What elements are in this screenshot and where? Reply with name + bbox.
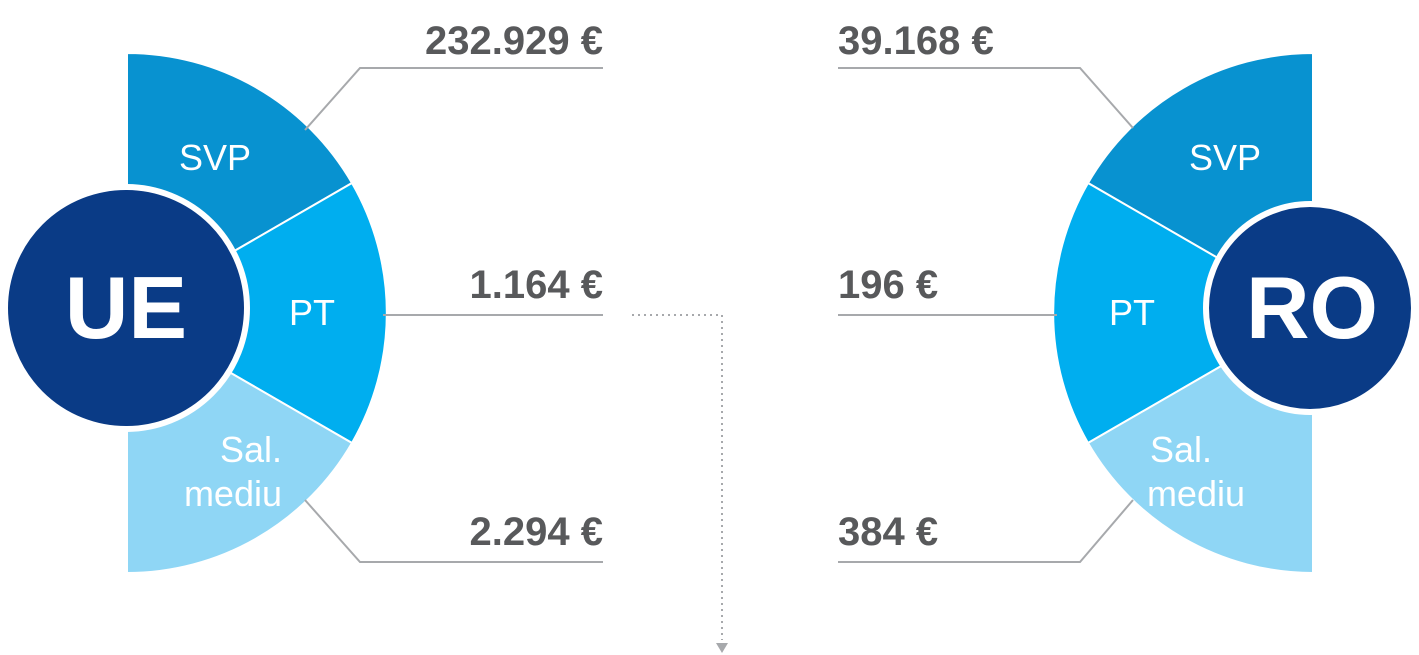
leader-line bbox=[838, 499, 1134, 563]
pt-label: PT bbox=[1109, 292, 1155, 333]
ro-label: RO bbox=[1246, 258, 1378, 357]
pt-wedge bbox=[125, 181, 388, 445]
ue-label: UE bbox=[65, 258, 187, 357]
value: 1.164 € bbox=[470, 263, 603, 307]
salary-label: mediu bbox=[1147, 473, 1245, 514]
salary-label: Sal. bbox=[220, 429, 282, 470]
salary-label: mediu bbox=[184, 473, 282, 514]
value: 196 € bbox=[838, 263, 938, 307]
value: 232.929 € bbox=[425, 19, 603, 63]
ue-circle bbox=[2, 184, 250, 432]
arrow-head bbox=[716, 643, 728, 653]
leader-line bbox=[838, 67, 1134, 129]
leader-line bbox=[304, 67, 603, 131]
pt-label: PT bbox=[289, 292, 335, 333]
dotted-arrow bbox=[632, 314, 723, 640]
salary-label: Sal. bbox=[1150, 429, 1212, 470]
svp-label: SVP bbox=[1189, 137, 1261, 178]
pt-wedge bbox=[1052, 181, 1315, 445]
leader-line bbox=[304, 499, 603, 563]
svp-label: SVP bbox=[179, 137, 251, 178]
ro-circle bbox=[1203, 201, 1417, 415]
value: 2.294 € bbox=[470, 510, 603, 554]
value: 384 € bbox=[838, 510, 938, 554]
value: 39.168 € bbox=[838, 19, 994, 63]
